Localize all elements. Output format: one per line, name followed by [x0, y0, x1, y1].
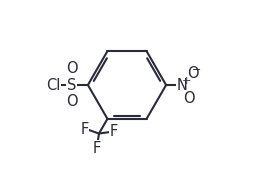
Text: O: O — [183, 91, 195, 106]
Text: O: O — [66, 94, 77, 109]
Text: F: F — [109, 124, 118, 139]
Text: S: S — [67, 78, 76, 92]
Text: O: O — [66, 61, 77, 76]
Text: N: N — [177, 78, 188, 92]
Text: −: − — [192, 65, 201, 75]
Text: F: F — [93, 141, 101, 156]
Text: +: + — [181, 76, 191, 86]
Text: F: F — [80, 122, 89, 137]
Text: Cl: Cl — [46, 78, 60, 92]
Text: O: O — [187, 66, 199, 81]
